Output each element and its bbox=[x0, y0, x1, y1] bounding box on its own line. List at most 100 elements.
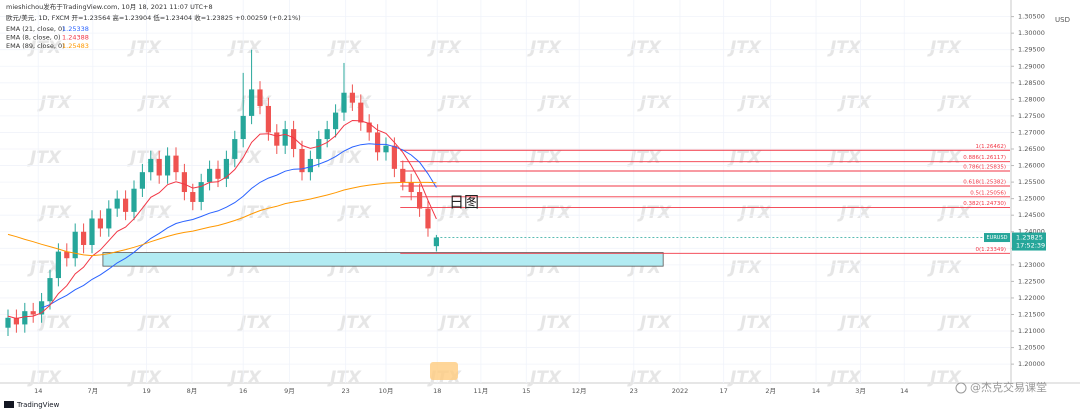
candle-body bbox=[274, 132, 280, 146]
watermark: JTX bbox=[727, 368, 762, 388]
candle-body bbox=[5, 317, 11, 328]
candle-body bbox=[316, 139, 322, 159]
signature: @杰克交易课堂 bbox=[970, 380, 1047, 394]
watermark: JTX bbox=[527, 148, 562, 168]
candle-body bbox=[282, 129, 288, 146]
watermark: JTX bbox=[437, 313, 472, 333]
y-tick-label: 1.25500 bbox=[1018, 178, 1045, 186]
candle-body bbox=[72, 231, 78, 259]
candle-body bbox=[55, 251, 61, 279]
watermark: JTX bbox=[727, 148, 762, 168]
watermark: JTX bbox=[527, 368, 562, 388]
candle-body bbox=[332, 112, 339, 130]
watermark: JTX bbox=[37, 93, 72, 113]
watermark: JTX bbox=[637, 313, 672, 333]
watermark: JTX bbox=[827, 38, 862, 58]
ema-line bbox=[7, 119, 437, 320]
candle-body bbox=[248, 89, 255, 116]
watermark: JTX bbox=[927, 38, 962, 58]
zone bbox=[102, 252, 664, 267]
watermark: JTX bbox=[37, 203, 72, 223]
candle-body bbox=[374, 132, 381, 153]
y-tick-label: 1.24000 bbox=[1018, 228, 1045, 236]
watermark: JTX bbox=[37, 313, 72, 333]
watermark: JTX bbox=[837, 93, 872, 113]
y-tick-label: 1.22500 bbox=[1018, 277, 1045, 285]
watermark: JTX bbox=[837, 313, 872, 333]
candle-body bbox=[299, 148, 305, 173]
watermark: JTX bbox=[137, 203, 172, 223]
y-tick-label: 1.25000 bbox=[1018, 195, 1045, 203]
candle-body bbox=[97, 218, 103, 229]
watermark: JTX bbox=[427, 148, 462, 168]
candle-body bbox=[324, 129, 330, 140]
currency: USD bbox=[1055, 16, 1070, 24]
candle-body bbox=[198, 182, 204, 202]
signature-logo bbox=[955, 382, 967, 394]
watermark: JTX bbox=[627, 38, 662, 58]
candle-body bbox=[307, 158, 313, 173]
candle-body bbox=[106, 208, 112, 229]
y-tick-label: 1.26500 bbox=[1018, 145, 1045, 153]
legend-value: 1.24388 bbox=[62, 34, 89, 42]
candle-body bbox=[122, 198, 129, 212]
date-marker bbox=[430, 362, 458, 380]
watermark: JTX bbox=[27, 368, 62, 388]
candle-body bbox=[89, 218, 95, 245]
x-tick-label: 11月 bbox=[474, 387, 489, 395]
x-tick-label: 9月 bbox=[284, 387, 295, 395]
plot: 1(1.26462) 0.886(1.26117) 0.786(1.25835) 0.… bbox=[5, 49, 1010, 337]
watermark: JTX bbox=[727, 258, 762, 278]
watermark: JTX bbox=[237, 313, 272, 333]
watermark: JTX bbox=[927, 148, 962, 168]
candle-body bbox=[257, 89, 263, 106]
candle-body bbox=[215, 168, 221, 179]
fib-label: 0.786(1.25835) bbox=[963, 165, 1006, 171]
x-tick-label: 15 bbox=[522, 387, 530, 395]
y-tick-label: 1.29000 bbox=[1018, 62, 1045, 70]
candle-body bbox=[114, 198, 120, 209]
fib-label: 0.618(1.25382) bbox=[963, 180, 1006, 186]
watermark: JTX bbox=[227, 368, 262, 388]
x-tick-label: 23 bbox=[630, 387, 638, 395]
candle-body bbox=[173, 155, 179, 173]
watermark: JTX bbox=[537, 93, 572, 113]
y-tick-label: 1.28500 bbox=[1018, 79, 1045, 87]
fib-label: 0(1.23349) bbox=[975, 247, 1006, 253]
grid: 1.20000 1.20500 1.21000 1.21500 1.22000 1.225… bbox=[0, 0, 1045, 395]
y-tick-label: 1.27500 bbox=[1018, 112, 1045, 120]
legend-value: 1.25483 bbox=[62, 42, 89, 50]
y-tick-label: 1.29500 bbox=[1018, 46, 1045, 54]
y-tick-label: 1.30500 bbox=[1018, 13, 1045, 21]
x-tick-label: 12月 bbox=[572, 387, 587, 395]
fib-label: 0.5(1.25056) bbox=[970, 190, 1006, 196]
watermark: JTX bbox=[337, 203, 372, 223]
y-tick-label: 1.26000 bbox=[1018, 162, 1045, 170]
y-tick-label: 1.28000 bbox=[1018, 95, 1045, 103]
x-tick-label: 18 bbox=[433, 387, 441, 395]
x-tick-label: 19 bbox=[142, 387, 150, 395]
candle-body bbox=[383, 145, 389, 153]
candle-body bbox=[139, 172, 145, 189]
x-tick-label: 10月 bbox=[379, 387, 394, 395]
watermark: JTX bbox=[127, 38, 162, 58]
fib-label: 0.382(1.24730) bbox=[963, 201, 1006, 207]
watermark: JTX bbox=[827, 368, 862, 388]
header-line: mieshichou发布于TradingView.com, 10月 18, 20… bbox=[6, 2, 213, 11]
watermark: JTX bbox=[327, 148, 362, 168]
watermark: JTX bbox=[627, 148, 662, 168]
watermark: JTX bbox=[137, 93, 172, 113]
price-tag-label: 1.23825 bbox=[1016, 234, 1043, 242]
watermark: JTX bbox=[927, 258, 962, 278]
x-tick-label: 3月 bbox=[855, 387, 866, 395]
watermark: JTX bbox=[827, 148, 862, 168]
candle-body bbox=[64, 251, 70, 259]
candle-body bbox=[416, 192, 423, 209]
watermark: JTX bbox=[637, 93, 672, 113]
candle-body bbox=[341, 92, 347, 113]
countdown: 17:52:39 bbox=[1016, 242, 1045, 250]
watermark: JTX bbox=[737, 93, 772, 113]
candle-body bbox=[232, 139, 238, 159]
candle-body bbox=[47, 278, 53, 302]
annotation: 日图 bbox=[449, 193, 479, 211]
